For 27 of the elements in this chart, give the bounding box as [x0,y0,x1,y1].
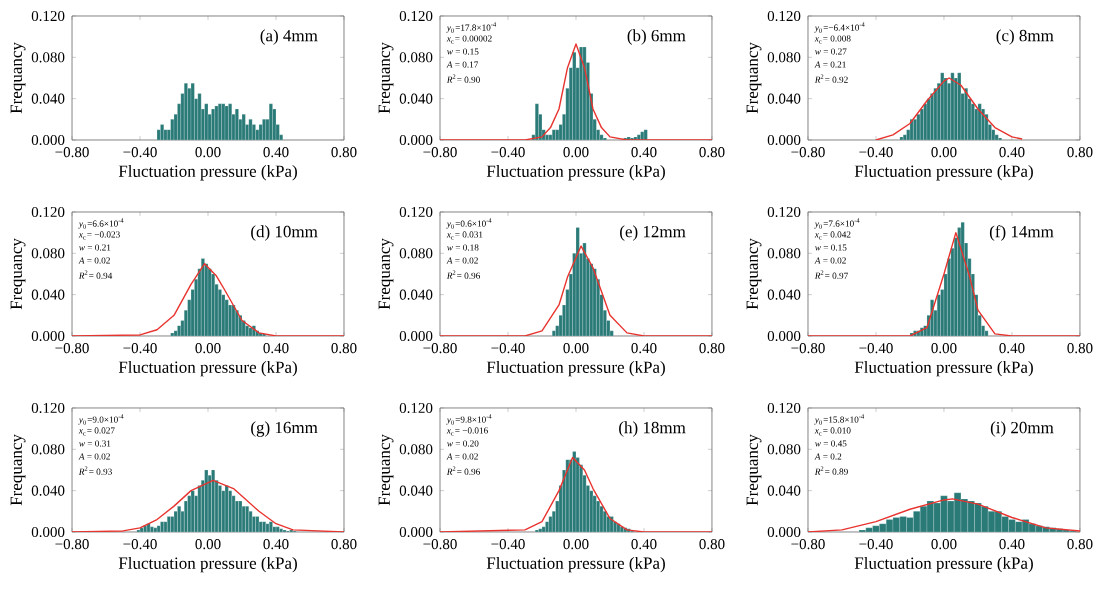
text: (h) 18mm [619,421,686,437]
x-axis-title: Fluctuation pressure (kPa) [486,556,665,573]
text: (g) 16mm [251,421,318,437]
y-axis-title: Frequancy [746,434,762,506]
y-axis-title: Frequancy [746,42,762,114]
y-axis-title: Frequancy [378,42,394,114]
y-axis-title: Frequancy [378,434,394,506]
x-axis-title: Fluctuation pressure (kPa) [118,360,297,377]
x-axis-title: Fluctuation pressure (kPa) [854,360,1033,377]
text: (a) 4mm [260,29,318,45]
x-axis-title: Fluctuation pressure (kPa) [854,556,1033,573]
y-axis-title: Frequancy [10,238,26,310]
y-axis-title: Frequancy [10,434,26,506]
x-axis-title: Fluctuation pressure (kPa) [486,164,665,181]
text: (i) 20mm [990,421,1054,437]
text: (c) 8mm [996,29,1054,45]
x-axis-title: Fluctuation pressure (kPa) [486,360,665,377]
text: (d) 10mm [251,225,318,241]
x-axis-title: Fluctuation pressure (kPa) [118,164,297,181]
y-axis-title: Frequancy [10,42,26,114]
text: (e) 12mm [620,225,686,241]
y-axis-title: Frequancy [378,238,394,310]
x-axis-title: Fluctuation pressure (kPa) [118,556,297,573]
text: (b) 6mm [627,29,686,45]
x-axis-title: Fluctuation pressure (kPa) [854,164,1033,181]
y-axis-title: Frequancy [746,238,762,310]
text: (f) 14mm [989,225,1054,241]
